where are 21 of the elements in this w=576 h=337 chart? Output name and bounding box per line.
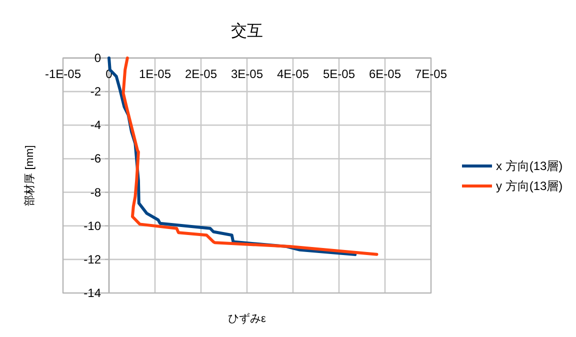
- y-tick-label: -2: [90, 84, 102, 99]
- y-tick-label: -4: [90, 118, 102, 132]
- x-tick-label: 3E-05: [230, 67, 264, 81]
- y-tick-label: -10: [84, 218, 102, 233]
- chart-title: 交互: [231, 22, 263, 40]
- x-tick-label: 2E-05: [184, 67, 218, 81]
- x-tick-label: 5E-05: [322, 67, 356, 81]
- y-tick-label: -14: [84, 286, 102, 300]
- x-tick-label: 1E-05: [138, 67, 172, 81]
- y-tick-label: 0: [94, 51, 102, 65]
- legend-label: x 方向(13層): [496, 159, 563, 173]
- x-tick-label: 6E-05: [368, 67, 402, 81]
- x-tick-label: -1E-05: [44, 67, 82, 81]
- y-tick-label: -8: [90, 185, 102, 200]
- y-axis-title: 部材厚 [mm]: [23, 145, 36, 206]
- y-tick-label: -6: [90, 152, 102, 166]
- x-tick-label: 7E-05: [414, 67, 448, 81]
- y-tick-label: -12: [84, 252, 102, 266]
- x-axis-title: ひずみε: [228, 312, 266, 325]
- x-tick-label: 4E-05: [276, 67, 310, 81]
- legend-label: y 方向(13層): [496, 179, 563, 193]
